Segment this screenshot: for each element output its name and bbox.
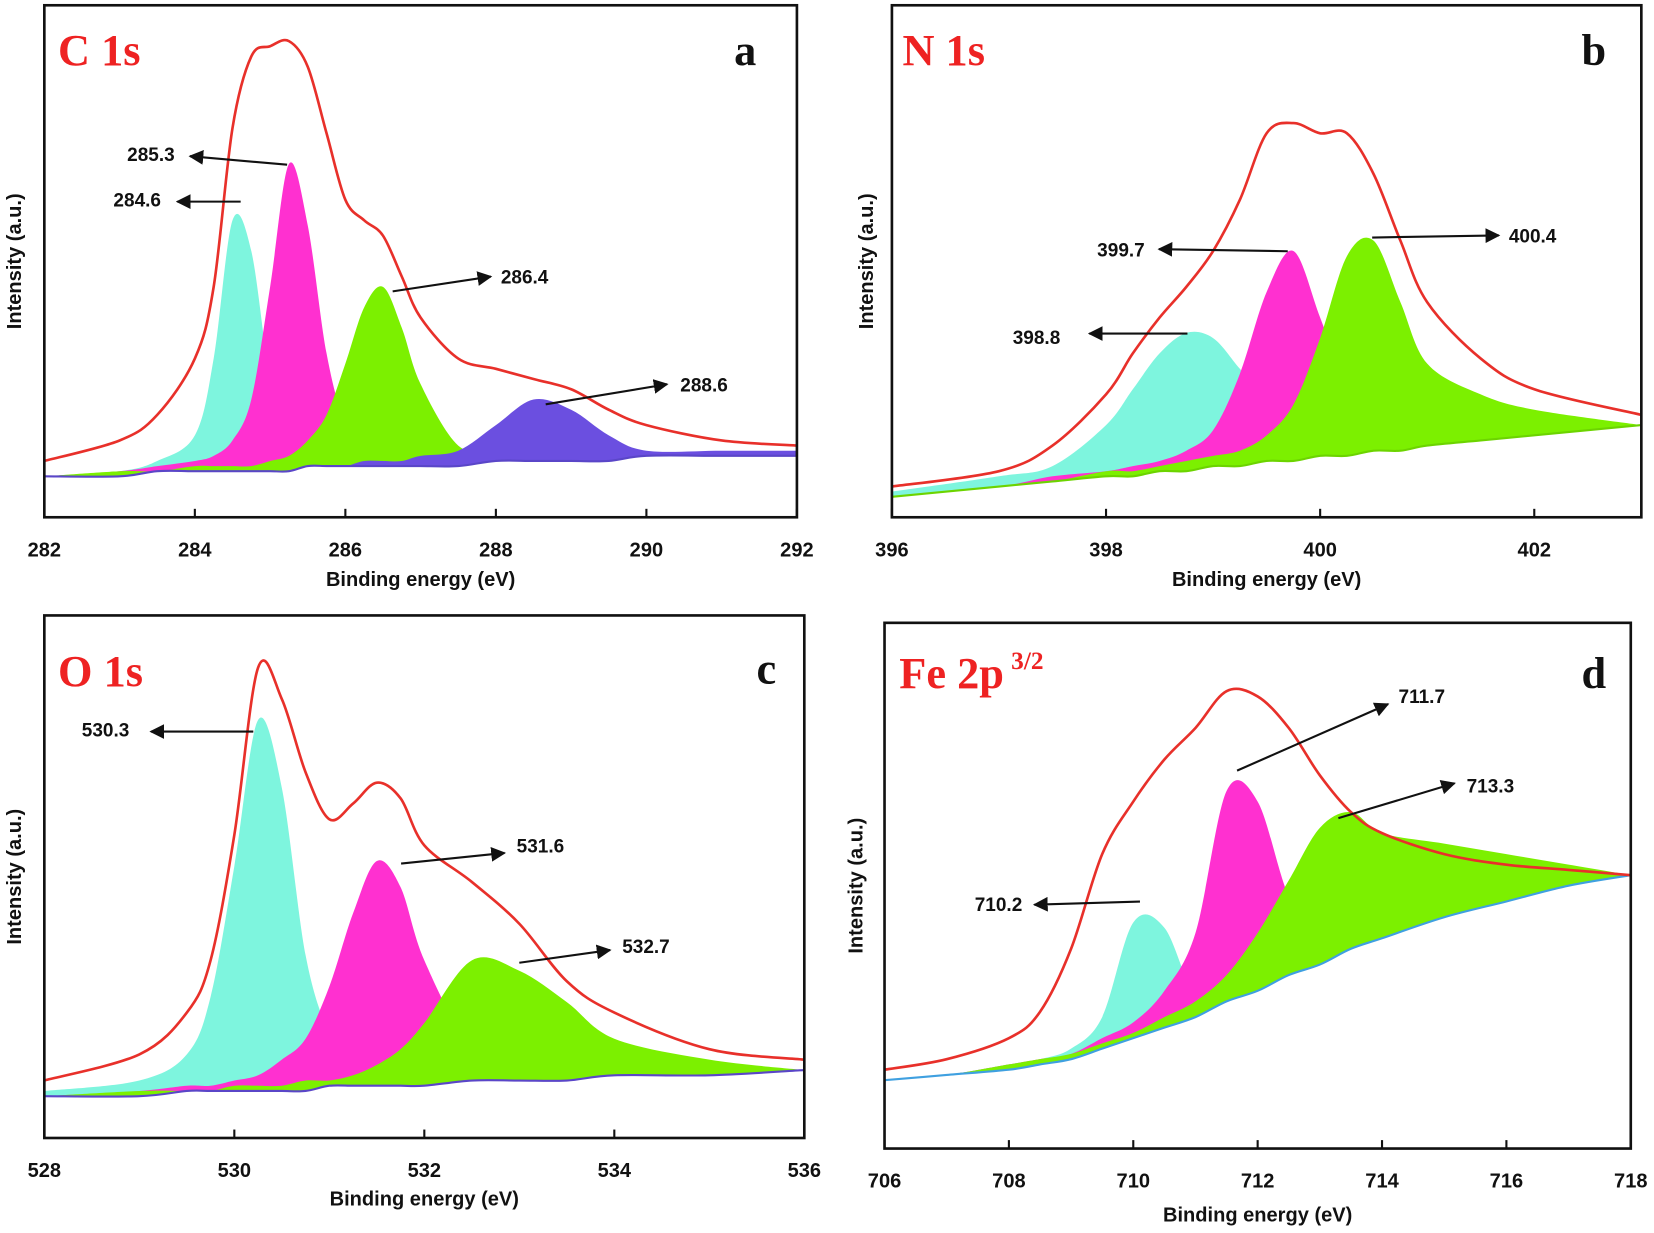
- title-superscript: 3/2: [1011, 647, 1043, 675]
- peak-label: 710.2: [975, 895, 1023, 916]
- y-axis-label: Intensity (a.u.): [4, 193, 26, 329]
- envelope-line: [884, 687, 1631, 1071]
- x-tick-label: 286: [329, 539, 362, 561]
- component-peak: [44, 286, 797, 477]
- panel-letter: d: [1582, 648, 1607, 698]
- x-axis-label: Binding energy (eV): [330, 1189, 519, 1211]
- panel: 706 708 710 712 714 716 718 Binding energy (eV)…: [845, 621, 1648, 1226]
- baseline-line: [884, 874, 1631, 1082]
- peak-label: 400.4: [1509, 227, 1557, 248]
- component-peak: [44, 398, 797, 477]
- x-tick-label: 716: [1490, 1171, 1523, 1193]
- x-tick-label: 530: [218, 1160, 251, 1182]
- peak-arrow: [519, 944, 612, 964]
- peak-arrow: [1236, 702, 1390, 772]
- x-tick-label: 290: [630, 539, 663, 561]
- x-axis-label: Binding energy (eV): [1163, 1204, 1352, 1226]
- component-peak: [891, 250, 1642, 497]
- x-axis-label: Binding energy (eV): [1172, 569, 1361, 591]
- panel-letter: a: [734, 25, 756, 75]
- peak-label: 713.3: [1467, 777, 1515, 798]
- component-peak: [884, 780, 1631, 1081]
- panel-letter: b: [1582, 25, 1607, 75]
- x-tick-label: 400: [1303, 539, 1336, 561]
- peak-arrow: [545, 379, 669, 406]
- y-axis-label: Intensity (a.u.): [845, 818, 867, 954]
- peak-arrow: [400, 846, 507, 865]
- peak-arrow: [1372, 228, 1501, 244]
- x-tick-label: 396: [875, 539, 908, 561]
- component-peak: [884, 812, 1631, 1081]
- peak-label: 286.4: [501, 268, 549, 289]
- plot-frame: [43, 3, 799, 519]
- peak-arrow: [188, 150, 288, 166]
- peak-label: 530.3: [82, 721, 130, 742]
- baseline-line: [891, 424, 1642, 498]
- x-axis-label: Binding energy (eV): [326, 569, 515, 591]
- envelope-line: [44, 38, 797, 463]
- peak-arrow: [392, 271, 493, 293]
- y-axis-label: Intensity (a.u.): [856, 193, 878, 329]
- x-tick-label: 712: [1241, 1171, 1274, 1193]
- peak-label: 398.8: [1013, 328, 1061, 349]
- envelope-line: [891, 121, 1642, 488]
- x-tick-label: 710: [1117, 1171, 1150, 1193]
- x-tick-label: 532: [408, 1160, 441, 1182]
- panel-title: N 1s: [902, 25, 985, 75]
- peak-arrow: [1032, 896, 1140, 912]
- peak-arrow: [1157, 241, 1288, 257]
- peak-label: 399.7: [1097, 240, 1145, 261]
- baseline-line: [44, 1069, 805, 1098]
- x-tick-label: 708: [992, 1171, 1025, 1193]
- peak-label: 285.3: [127, 145, 175, 166]
- peak-label: 284.6: [113, 191, 161, 212]
- peak-label: 711.7: [1399, 687, 1445, 708]
- plot-area: [891, 121, 1642, 498]
- plot-area: [44, 38, 797, 478]
- plot-area: [44, 659, 805, 1098]
- x-tick-label: 284: [178, 539, 212, 561]
- panel: 396 398 400 402 Binding energy (eV) Intensity…: [856, 3, 1643, 591]
- panel: 282 284 286 288 290 292 Binding energy (eV) Int…: [4, 3, 814, 591]
- peak-label: 531.6: [517, 837, 565, 858]
- plot-frame: [890, 3, 1643, 519]
- peak-arrow: [1338, 780, 1456, 820]
- panel: 528 530 532 534 536 Binding energy (eV) Intens…: [4, 614, 821, 1211]
- peak-label: 532.7: [622, 937, 670, 958]
- panel-title: Fe 2p: [899, 648, 1004, 698]
- x-tick-label: 398: [1089, 539, 1122, 561]
- x-tick-label: 534: [598, 1160, 632, 1182]
- component-peak: [44, 860, 805, 1097]
- y-axis-label: Intensity (a.u.): [4, 809, 26, 945]
- component-peak: [44, 213, 797, 477]
- x-tick-label: 402: [1518, 539, 1551, 561]
- plot-area: [884, 687, 1631, 1082]
- x-tick-label: 536: [788, 1160, 821, 1182]
- x-tick-label: 528: [28, 1160, 61, 1182]
- baseline-line: [44, 454, 797, 478]
- x-tick-label: 718: [1614, 1171, 1647, 1193]
- panel-title: C 1s: [58, 25, 141, 75]
- x-tick-label: 706: [868, 1171, 901, 1193]
- x-tick-label: 292: [780, 539, 813, 561]
- panel-letter: c: [756, 644, 776, 694]
- peak-label: 288.6: [680, 375, 728, 396]
- component-peak: [891, 237, 1642, 497]
- component-peak: [44, 717, 805, 1097]
- envelope-line: [44, 659, 805, 1082]
- component-peak: [44, 957, 805, 1097]
- x-tick-label: 282: [28, 539, 61, 561]
- panel-title: O 1s: [58, 646, 143, 696]
- x-tick-label: 714: [1365, 1171, 1399, 1193]
- x-tick-label: 288: [479, 539, 512, 561]
